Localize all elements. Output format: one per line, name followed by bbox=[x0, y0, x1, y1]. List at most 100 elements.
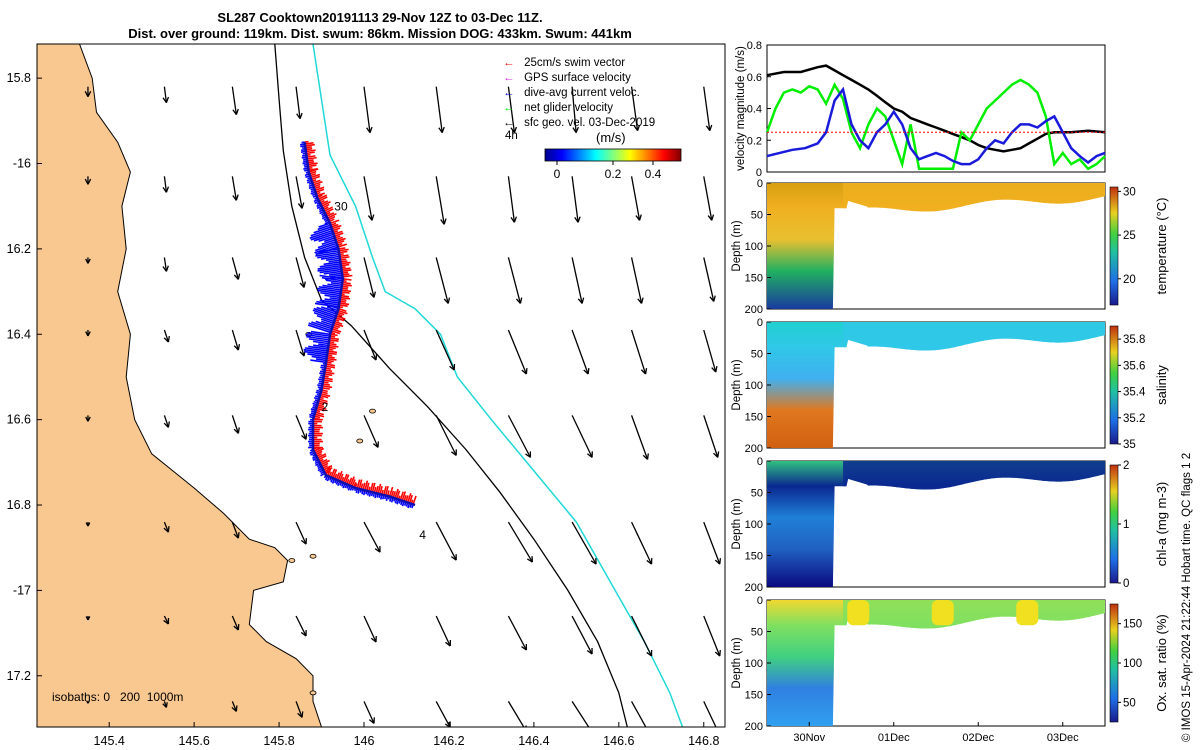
geo-vector-4-9 bbox=[703, 415, 720, 458]
map-x-tick: 145.8 bbox=[263, 734, 294, 748]
geo-vector-0-3 bbox=[295, 86, 303, 120]
geo-vector-2-9 bbox=[703, 257, 716, 302]
oxygen-ylabel: Depth (m) bbox=[731, 637, 743, 688]
velocity-y-tick: 0.2 bbox=[747, 135, 762, 147]
velocity-y-tick: 0.6 bbox=[747, 72, 762, 84]
geo-vector-1-0 bbox=[84, 176, 92, 185]
geo-vector-4-1 bbox=[163, 415, 170, 428]
geo-vector-6-6 bbox=[507, 615, 528, 651]
oxygen-colorbar-tick: 100 bbox=[1123, 658, 1142, 670]
oxygen-colorbar-tick: 50 bbox=[1123, 697, 1136, 709]
oxygen-colorbar-tick: 150 bbox=[1123, 619, 1142, 631]
geo-vector-0-0 bbox=[84, 86, 92, 97]
geo-vector-4-8 bbox=[630, 415, 649, 460]
map-y-tick: -17 bbox=[13, 583, 31, 597]
geo-vector-2-5 bbox=[435, 257, 451, 304]
legend-current: ← dive-avg current veloc. bbox=[503, 87, 640, 99]
geo-vector-0-1 bbox=[162, 86, 170, 104]
geo-vector-1-3 bbox=[295, 176, 305, 209]
legend-note: 4h bbox=[505, 130, 518, 142]
map-x-tick: 146.2 bbox=[433, 734, 464, 748]
geo-vector-5-9 bbox=[703, 521, 722, 565]
geo-vector-3-4 bbox=[363, 329, 378, 361]
geo-vector-1-5 bbox=[435, 176, 447, 225]
island-4 bbox=[309, 690, 317, 696]
geo-vector-6-1 bbox=[163, 615, 170, 625]
geo-vector-5-6 bbox=[507, 521, 534, 563]
temperature-colorbar-tick: 25 bbox=[1123, 230, 1136, 242]
chart-title: SL287 Cooktown20191113 29-Nov 12Z to 03-… bbox=[217, 10, 543, 25]
date-tick: 03Dec bbox=[1047, 732, 1079, 744]
geo-vector-7-8 bbox=[630, 701, 647, 727]
legend-gps: ← GPS surface velocity bbox=[503, 72, 631, 84]
geo-vector-2-3 bbox=[295, 257, 306, 288]
geo-vector-4-0 bbox=[85, 415, 91, 422]
geo-vector-2-7 bbox=[571, 257, 585, 304]
salinity-shelf bbox=[843, 322, 1105, 351]
geo-vector-6-0 bbox=[85, 616, 91, 621]
chla-y-tick: 150 bbox=[745, 551, 763, 563]
map-y-tick: 16.8 bbox=[7, 498, 31, 512]
isobath-1000m bbox=[312, 44, 684, 727]
oxygen-high-blob bbox=[931, 600, 954, 626]
oxygen-high-blob bbox=[847, 600, 870, 626]
island-2 bbox=[356, 438, 364, 444]
geo-vector-7-7 bbox=[571, 701, 590, 727]
isobath-200m bbox=[274, 44, 628, 727]
section-chla: 0 50 100 150 200 Depth (m) 0 1 2 chl-a (mg m-3) bbox=[731, 456, 1169, 594]
chla-colorbar-tick: 1 bbox=[1123, 519, 1129, 531]
geo-vector-1-1 bbox=[162, 176, 170, 193]
map-x-tick: 146.4 bbox=[518, 734, 549, 748]
salinity-colorbar bbox=[1109, 325, 1119, 445]
map-panel: 30 2 4 0 0.2 0.4 145.4 145.6 145.8 146 146.2 146.4 1… bbox=[7, 43, 726, 748]
geo-vector-7-2 bbox=[231, 701, 238, 712]
geo-vector-3-2 bbox=[231, 329, 241, 351]
oxygen-high-blob bbox=[1016, 600, 1039, 626]
map-y-tick: 16.6 bbox=[7, 413, 31, 427]
geo-vector-3-1 bbox=[163, 329, 170, 343]
salinity-colorbar-tick: 35 bbox=[1123, 439, 1136, 451]
geo-vector-5-0 bbox=[85, 522, 91, 527]
geo-vector-6-5 bbox=[435, 615, 452, 647]
geo-vector-1-4 bbox=[363, 176, 375, 221]
geo-vector-6-9 bbox=[703, 615, 721, 657]
geo-vector-4-6 bbox=[507, 415, 532, 458]
date-tick: 30Nov bbox=[793, 732, 825, 744]
geo-vector-5-2 bbox=[231, 521, 240, 539]
section-temperature: 0 50 100 150 200 Depth (m) 20 25 30 temperature (… bbox=[731, 178, 1169, 316]
velocity-y-tick: 0.4 bbox=[747, 104, 762, 116]
copyright-note: © IMOS 15-Apr-2024 21:22:44 Hobart time.… bbox=[1181, 452, 1193, 742]
velocity-y-tick: 0.8 bbox=[747, 40, 762, 52]
island-1 bbox=[369, 408, 376, 414]
temperature-colorbar-tick: 20 bbox=[1123, 274, 1136, 286]
temperature-y-tick: 50 bbox=[751, 210, 763, 222]
map-x-tick: 146 bbox=[354, 734, 375, 748]
chla-y-tick: 0 bbox=[757, 456, 763, 468]
map-content bbox=[37, 44, 722, 727]
temperature-colorbar-tick: 30 bbox=[1123, 186, 1136, 198]
geo-vector-2-2 bbox=[231, 257, 241, 280]
salinity-y-tick: 150 bbox=[745, 412, 763, 424]
oxygen-y-tick: 0 bbox=[757, 595, 763, 607]
velocity-y-tick: 0 bbox=[756, 167, 762, 179]
chla-ylabel: Depth (m) bbox=[731, 498, 743, 549]
geo-vector-5-3 bbox=[295, 521, 307, 545]
temperature-y-tick: 150 bbox=[745, 273, 763, 285]
geo-vector-0-8 bbox=[630, 86, 641, 132]
geo-vector-0-7 bbox=[571, 86, 579, 134]
velocity-series-0 bbox=[766, 64, 1106, 153]
geo-vector-6-3 bbox=[295, 615, 307, 637]
map-y-tick: -16 bbox=[13, 157, 31, 171]
track-line bbox=[303, 142, 416, 507]
velocity-ylabel: velocity magnitude (m/s) bbox=[735, 46, 747, 171]
colorbar-tick: 0.2 bbox=[605, 167, 622, 181]
track-label-0: 30 bbox=[334, 199, 348, 213]
geo-vector-7-5 bbox=[435, 701, 451, 727]
isobath-note: isobaths: 0 200 1000m bbox=[52, 690, 184, 704]
temperature-y-tick: 100 bbox=[745, 241, 763, 253]
chla-y-tick: 100 bbox=[745, 519, 763, 531]
geo-vector-5-5 bbox=[435, 521, 457, 561]
geo-vector-0-4 bbox=[363, 86, 373, 134]
